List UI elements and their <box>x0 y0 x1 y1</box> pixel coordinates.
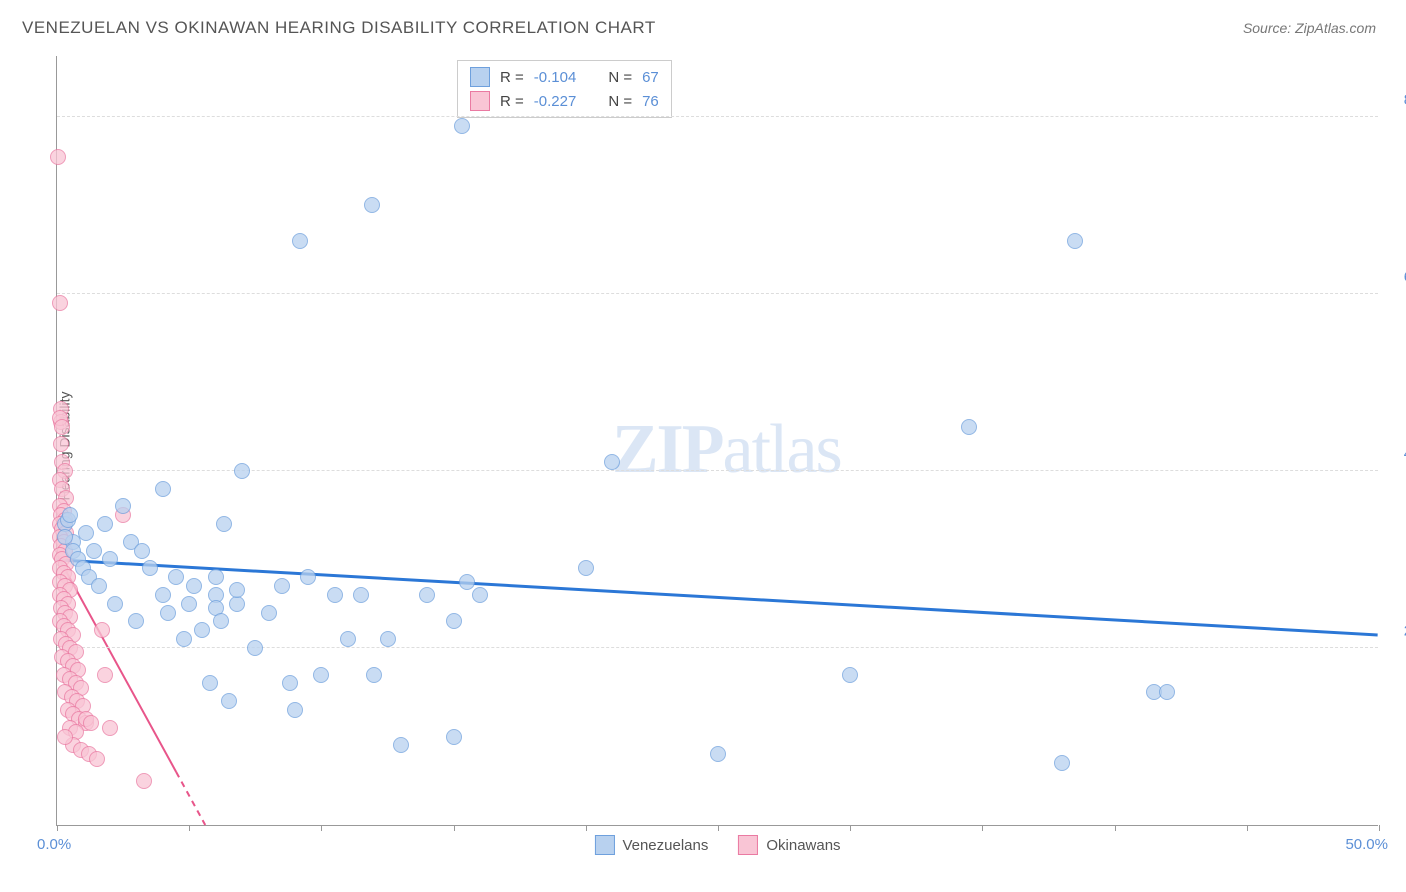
stats-row-okinawans: R = -0.227 N = 76 <box>470 89 659 113</box>
data-point <box>208 569 224 585</box>
series-legend: Venezuelans Okinawans <box>594 835 840 855</box>
x-tick-mark <box>982 825 983 831</box>
data-point <box>446 613 462 629</box>
gridline <box>57 116 1378 117</box>
data-point <box>186 578 202 594</box>
stats-row-venezuelans: R = -0.104 N = 67 <box>470 65 659 89</box>
x-max-label: 50.0% <box>1345 836 1388 853</box>
data-point <box>1054 755 1070 771</box>
data-point <box>83 715 99 731</box>
source-attribution: Source: ZipAtlas.com <box>1243 20 1376 36</box>
x-tick-mark <box>1115 825 1116 831</box>
x-tick-mark <box>321 825 322 831</box>
correlation-stats-box: R = -0.104 N = 67 R = -0.227 N = 76 <box>457 60 672 118</box>
data-point <box>50 149 66 165</box>
data-point <box>710 746 726 762</box>
data-point <box>327 587 343 603</box>
data-point <box>446 729 462 745</box>
data-point <box>107 596 123 612</box>
data-point <box>97 667 113 683</box>
data-point <box>54 419 70 435</box>
data-point <box>1067 233 1083 249</box>
data-point <box>57 729 73 745</box>
x-min-label: 0.0% <box>37 836 71 853</box>
data-point <box>78 525 94 541</box>
data-point <box>313 667 329 683</box>
legend-swatch-venezuelans <box>594 835 614 855</box>
data-point <box>160 605 176 621</box>
data-point <box>86 543 102 559</box>
data-point <box>292 233 308 249</box>
x-tick-mark <box>454 825 455 831</box>
data-point <box>128 613 144 629</box>
data-point <box>340 631 356 647</box>
data-point <box>62 507 78 523</box>
x-tick-mark <box>57 825 58 831</box>
data-point <box>287 702 303 718</box>
data-point <box>353 587 369 603</box>
data-point <box>459 574 475 590</box>
data-point <box>176 631 192 647</box>
chart-title: VENEZUELAN VS OKINAWAN HEARING DISABILIT… <box>22 18 656 38</box>
data-point <box>52 295 68 311</box>
data-point <box>94 622 110 638</box>
trend-lines <box>57 56 1378 825</box>
data-point <box>194 622 210 638</box>
x-tick-mark <box>718 825 719 831</box>
data-point <box>221 693 237 709</box>
data-point <box>961 419 977 435</box>
data-point <box>142 560 158 576</box>
data-point <box>155 481 171 497</box>
data-point <box>419 587 435 603</box>
legend-item-venezuelans: Venezuelans <box>594 835 708 855</box>
x-tick-mark <box>189 825 190 831</box>
data-point <box>380 631 396 647</box>
data-point <box>234 463 250 479</box>
scatter-chart: ZIPatlas R = -0.104 N = 67 R = -0.227 N … <box>56 56 1378 826</box>
data-point <box>213 613 229 629</box>
data-point <box>261 605 277 621</box>
data-point <box>454 118 470 134</box>
data-point <box>274 578 290 594</box>
data-point <box>578 560 594 576</box>
data-point <box>89 751 105 767</box>
data-point <box>102 720 118 736</box>
data-point <box>181 596 197 612</box>
data-point <box>155 587 171 603</box>
swatch-venezuelans <box>470 67 490 87</box>
data-point <box>134 543 150 559</box>
data-point <box>91 578 107 594</box>
data-point <box>97 516 113 532</box>
data-point <box>136 773 152 789</box>
gridline <box>57 470 1378 471</box>
data-point <box>364 197 380 213</box>
data-point <box>168 569 184 585</box>
data-point <box>229 582 245 598</box>
data-point <box>57 529 73 545</box>
data-point <box>842 667 858 683</box>
legend-swatch-okinawans <box>738 835 758 855</box>
data-point <box>102 551 118 567</box>
data-point <box>53 436 69 452</box>
gridline <box>57 293 1378 294</box>
watermark: ZIPatlas <box>612 410 841 490</box>
swatch-okinawans <box>470 91 490 111</box>
data-point <box>366 667 382 683</box>
data-point <box>300 569 316 585</box>
data-point <box>1159 684 1175 700</box>
x-tick-mark <box>586 825 587 831</box>
data-point <box>472 587 488 603</box>
x-tick-mark <box>850 825 851 831</box>
x-tick-mark <box>1247 825 1248 831</box>
data-point <box>247 640 263 656</box>
data-point <box>216 516 232 532</box>
data-point <box>282 675 298 691</box>
legend-item-okinawans: Okinawans <box>738 835 840 855</box>
data-point <box>115 498 131 514</box>
data-point <box>202 675 218 691</box>
x-tick-mark <box>1379 825 1380 831</box>
data-point <box>393 737 409 753</box>
data-point <box>604 454 620 470</box>
